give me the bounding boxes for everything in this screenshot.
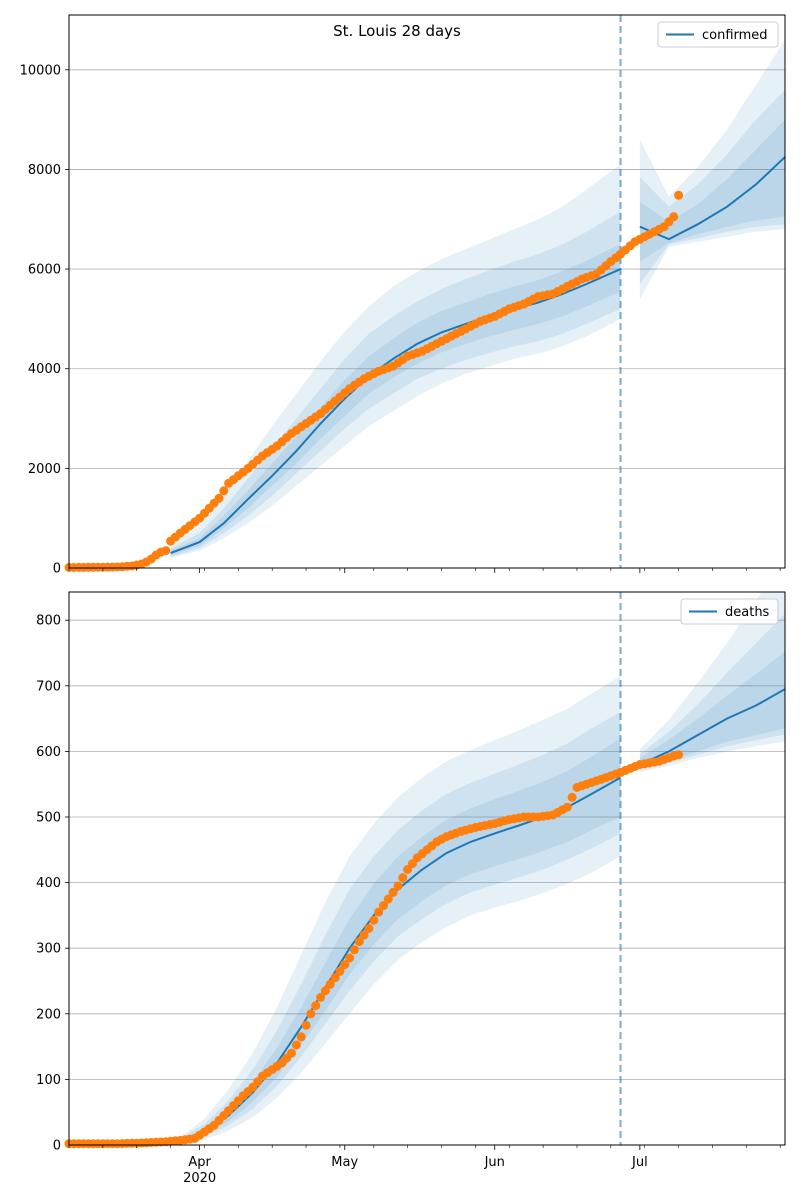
observed-point (291, 1040, 301, 1050)
y-tick-label: 100 (36, 1073, 61, 1088)
plot-area (170, 39, 785, 558)
uncertainty-band-95 (639, 592, 785, 773)
y-tick-label: 8000 (28, 163, 61, 178)
observed-point (393, 881, 403, 891)
observed-point (325, 979, 335, 989)
observed-point (316, 992, 326, 1002)
x-year-label: 2020 (183, 1171, 216, 1186)
median-line (170, 268, 621, 555)
y-tick-label: 400 (36, 876, 61, 891)
x-tick-label: Jul (631, 1155, 648, 1170)
observed-point (674, 750, 684, 760)
observed-point (359, 930, 369, 940)
observed-point (379, 901, 388, 911)
y-tick-label: 300 (36, 942, 61, 957)
figure-title: St. Louis 28 days (333, 22, 461, 40)
observed-point (301, 1020, 311, 1030)
observed-point (669, 212, 679, 222)
y-tick-label: 4000 (28, 362, 61, 377)
x-tick-label: May (331, 1155, 358, 1170)
y-tick-label: 200 (36, 1007, 61, 1022)
observed-point (296, 1032, 306, 1042)
observed-point (398, 873, 408, 883)
observed-point (364, 924, 374, 933)
observed-point (388, 887, 398, 897)
observed-point (320, 986, 330, 996)
y-tick-label: 0 (53, 1139, 61, 1154)
observed-point (383, 894, 393, 904)
plot-frame (68, 591, 786, 1146)
legend-box (657, 21, 779, 48)
observed-point (349, 945, 359, 955)
observed-point (567, 792, 577, 802)
y-tick-label: 10000 (20, 63, 61, 78)
x-tick-label: Apr (188, 1155, 211, 1170)
legend-label: deaths (725, 605, 770, 620)
y-tick-label: 700 (36, 679, 61, 694)
observed-point (311, 1001, 321, 1011)
observed-point (219, 486, 229, 496)
y-tick-label: 2000 (28, 462, 61, 477)
observed-point (161, 546, 171, 556)
median-line (639, 156, 785, 241)
observed-point (340, 960, 350, 970)
uncertainty-band-80 (639, 613, 785, 771)
y-tick-label: 500 (36, 811, 61, 826)
uncertainty-band-95 (180, 676, 621, 1145)
uncertainty-band-50 (639, 651, 785, 769)
observed-point (335, 966, 345, 976)
legend-box (680, 598, 779, 625)
observed-point (674, 190, 684, 200)
uncertainty-band-95 (639, 39, 785, 300)
observed-point (345, 953, 355, 963)
y-tick-label: 6000 (28, 263, 61, 278)
y-tick-label: 600 (36, 745, 61, 760)
plot-area (179, 592, 785, 1145)
y-tick-label: 800 (36, 614, 61, 629)
observed-point (403, 865, 413, 874)
x-tick-label: Jun (484, 1155, 505, 1170)
plot-frame (68, 14, 786, 569)
observed-point (287, 1048, 296, 1058)
observed-point (214, 493, 224, 503)
observed-point (354, 937, 364, 947)
y-tick-label: 0 (53, 562, 61, 577)
median-line (639, 688, 785, 766)
legend-label: confirmed (702, 28, 768, 43)
observed-point (306, 1009, 316, 1019)
deaths-panel: 0 100 200 300 400 500 600 700 800 Apr May Jun Jul 202… (36, 591, 786, 1186)
observed-point (330, 973, 340, 983)
confirmed-panel: 0 2000 4000 6000 8000 10000 confirmed (20, 14, 786, 577)
observed-point (369, 915, 379, 925)
observed-point (374, 907, 384, 917)
uncertainty-band-50 (170, 244, 621, 556)
uncertainty-band-50 (639, 119, 785, 262)
observed-point (562, 802, 572, 812)
uncertainty-band-80 (170, 211, 621, 558)
